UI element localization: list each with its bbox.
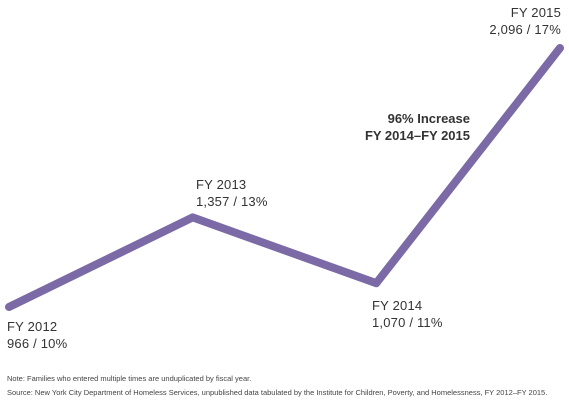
chart-source: Source: New York City Department of Home… [7, 388, 548, 397]
point-label-name: FY 2013 [196, 177, 247, 192]
point-label-fy2014: FY 2014 1,070 / 11% [372, 297, 443, 331]
point-label-value: 2,096 / 17% [489, 22, 561, 37]
point-label-fy2012: FY 2012 966 / 10% [7, 318, 67, 352]
point-label-fy2015: FY 2015 2,096 / 17% [489, 4, 561, 38]
series-layer [5, 44, 564, 311]
point-label-value: 1,357 / 13% [196, 194, 268, 209]
point-label-value: 1,070 / 11% [372, 315, 443, 330]
annotation-line-1: 96% Increase [387, 111, 470, 126]
chart-note: Note: Families who entered multiple time… [7, 374, 252, 383]
series-line [5, 44, 564, 311]
increase-annotation: 96% Increase FY 2014–FY 2015 [365, 110, 470, 144]
point-label-name: FY 2014 [372, 298, 423, 313]
point-label-name: FY 2015 [510, 5, 561, 20]
point-label-name: FY 2012 [7, 319, 58, 334]
point-label-fy2013: FY 2013 1,357 / 13% [196, 176, 268, 210]
annotation-line-2: FY 2014–FY 2015 [364, 128, 470, 143]
point-label-value: 966 / 10% [7, 336, 68, 351]
